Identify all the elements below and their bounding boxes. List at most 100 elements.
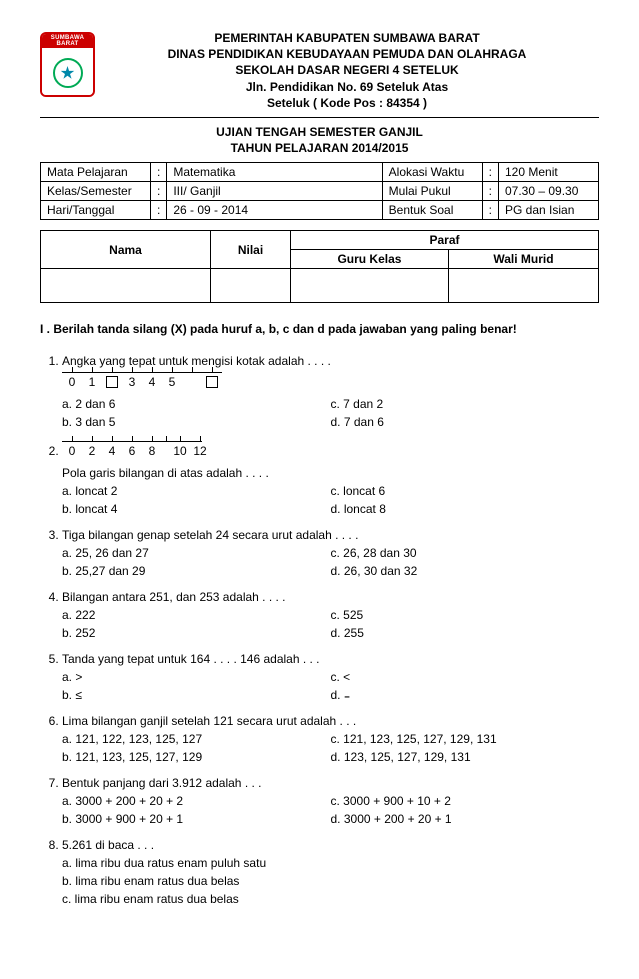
opt-a: a. 3000 + 200 + 20 + 2 (62, 792, 331, 810)
tick (102, 373, 122, 391)
colon: : (482, 182, 498, 201)
info-label: Bentuk Soal (382, 201, 482, 220)
opt-d: d. 255 (331, 624, 600, 642)
opt-b: b. 252 (62, 624, 331, 642)
opt-c: c. 7 dan 2 (331, 395, 600, 413)
question-7: Bentuk panjang dari 3.912 adalah . . . a… (62, 774, 599, 828)
question-6: Lima bilangan ganjil setelah 121 secara … (62, 712, 599, 766)
question-8: 5.261 di baca . . . a. lima ribu dua rat… (62, 836, 599, 908)
letterhead: PEMERINTAH KABUPATEN SUMBAWA BARAT DINAS… (95, 30, 599, 111)
info-value: 07.30 – 09.30 (499, 182, 599, 201)
gov-line-1: PEMERINTAH KABUPATEN SUMBAWA BARAT (95, 30, 599, 46)
opt-b: b. 25,27 dan 29 (62, 562, 331, 580)
section-instruction: I . Berilah tanda silang (X) pada huruf … (40, 321, 599, 337)
blank-guru (291, 269, 449, 303)
opt-b: b. loncat 4 (62, 500, 331, 518)
col-guru: Guru Kelas (291, 250, 449, 269)
tick: 4 (102, 442, 122, 460)
opt-d: d. loncat 8 (331, 500, 600, 518)
opt-b: b. 121, 123, 125, 127, 129 (62, 748, 331, 766)
info-label: Hari/Tanggal (41, 201, 151, 220)
gov-line-4: Jln. Pendidikan No. 69 Seteluk Atas (95, 79, 599, 95)
colon: : (151, 201, 167, 220)
opt-d: d. 123, 125, 127, 129, 131 (331, 748, 600, 766)
logo: SUMBAWA BARAT (40, 32, 95, 97)
q4-text: Bilangan antara 251, dan 253 adalah . . … (62, 588, 599, 606)
col-wali: Wali Murid (448, 250, 598, 269)
score-table: Nama Nilai Paraf Guru Kelas Wali Murid (40, 230, 599, 303)
tick: 8 (142, 442, 162, 460)
q8-text: 5.261 di baca . . . (62, 836, 599, 854)
col-nilai: Nilai (211, 231, 291, 269)
colon: : (151, 163, 167, 182)
opt-a: a. 121, 122, 123, 125, 127 (62, 730, 331, 748)
opt-c: c. lima ribu enam ratus dua belas (62, 890, 599, 908)
question-list: Angka yang tepat untuk mengisi kotak ada… (40, 352, 599, 908)
opt-a: a. 25, 26 dan 27 (62, 544, 331, 562)
info-value: 120 Menit (499, 163, 599, 182)
opt-b: b. ≤ (62, 686, 331, 704)
question-4: Bilangan antara 251, dan 253 adalah . . … (62, 588, 599, 642)
q7-text: Bentuk panjang dari 3.912 adalah . . . (62, 774, 599, 792)
q6-text: Lima bilangan ganjil setelah 121 secara … (62, 712, 599, 730)
info-value: Matematika (167, 163, 382, 182)
info-label: Mulai Pukul (382, 182, 482, 201)
opt-c: c. 121, 123, 125, 127, 129, 131 (331, 730, 600, 748)
tick (162, 442, 170, 460)
blank-nilai (211, 269, 291, 303)
tick: 1 (82, 373, 102, 391)
opt-a: a. 2 dan 6 (62, 395, 331, 413)
blank-wali (448, 269, 598, 303)
question-2: 0 2 4 6 8 10 12 Pola garis bilangan di a… (62, 439, 599, 518)
question-3: Tiga bilangan genap setelah 24 secara ur… (62, 526, 599, 580)
opt-c: c. 525 (331, 606, 600, 624)
number-line: 0 1 3 4 5 (62, 372, 222, 391)
opt-b: b. lima ribu enam ratus dua belas (62, 872, 599, 890)
opt-d: d. 7 dan 6 (331, 413, 600, 431)
opt-a: a. loncat 2 (62, 482, 331, 500)
tick: 0 (62, 442, 82, 460)
gov-line-3: SEKOLAH DASAR NEGERI 4 SETELUK (95, 62, 599, 78)
tick: 0 (62, 373, 82, 391)
info-label: Alokasi Waktu (382, 163, 482, 182)
tick: 2 (82, 442, 102, 460)
opt-a: a. ˃ (62, 668, 331, 686)
tick: 4 (142, 373, 162, 391)
exam-title-1: UJIAN TENGAH SEMESTER GANJIL (40, 124, 599, 140)
opt-c: c. 26, 28 dan 30 (331, 544, 600, 562)
exam-title: UJIAN TENGAH SEMESTER GANJIL TAHUN PELAJ… (40, 124, 599, 156)
opt-a: a. 222 (62, 606, 331, 624)
logo-text: SUMBAWA BARAT (42, 34, 93, 48)
opt-d: d. 3000 + 200 + 20 + 1 (331, 810, 600, 828)
q2-text: Pola garis bilangan di atas adalah . . .… (62, 464, 599, 482)
opt-b: b. 3 dan 5 (62, 413, 331, 431)
q5-text: Tanda yang tepat untuk 164 . . . . 146 a… (62, 650, 599, 668)
opt-a: a. lima ribu dua ratus enam puluh satu (62, 854, 599, 872)
tick (182, 373, 202, 391)
info-table: Mata Pelajaran : Matematika Alokasi Wakt… (40, 162, 599, 220)
info-value: III/ Ganjil (167, 182, 382, 201)
divider (40, 117, 599, 118)
tick (202, 373, 222, 391)
tick: 5 (162, 373, 182, 391)
question-5: Tanda yang tepat untuk 164 . . . . 146 a… (62, 650, 599, 704)
gov-line-5: Seteluk ( Kode Pos : 84354 ) (95, 95, 599, 111)
q1-text: Angka yang tepat untuk mengisi kotak ada… (62, 352, 599, 370)
info-label: Mata Pelajaran (41, 163, 151, 182)
colon: : (482, 163, 498, 182)
tick: 6 (122, 442, 142, 460)
opt-c: c. 3000 + 900 + 10 + 2 (331, 792, 600, 810)
colon: : (482, 201, 498, 220)
opt-d: d. 26, 30 dan 32 (331, 562, 600, 580)
gov-line-2: DINAS PENDIDIKAN KEBUDAYAAN PEMUDA DAN O… (95, 46, 599, 62)
info-value: PG dan Isian (499, 201, 599, 220)
opt-b: b. 3000 + 900 + 20 + 1 (62, 810, 331, 828)
opt-c: c. loncat 6 (331, 482, 600, 500)
col-paraf: Paraf (291, 231, 599, 250)
info-value: 26 - 09 - 2014 (167, 201, 382, 220)
info-label: Kelas/Semester (41, 182, 151, 201)
q3-text: Tiga bilangan genap setelah 24 secara ur… (62, 526, 599, 544)
blank-nama (41, 269, 211, 303)
opt-d: d. ₌ (331, 686, 600, 704)
colon: : (151, 182, 167, 201)
